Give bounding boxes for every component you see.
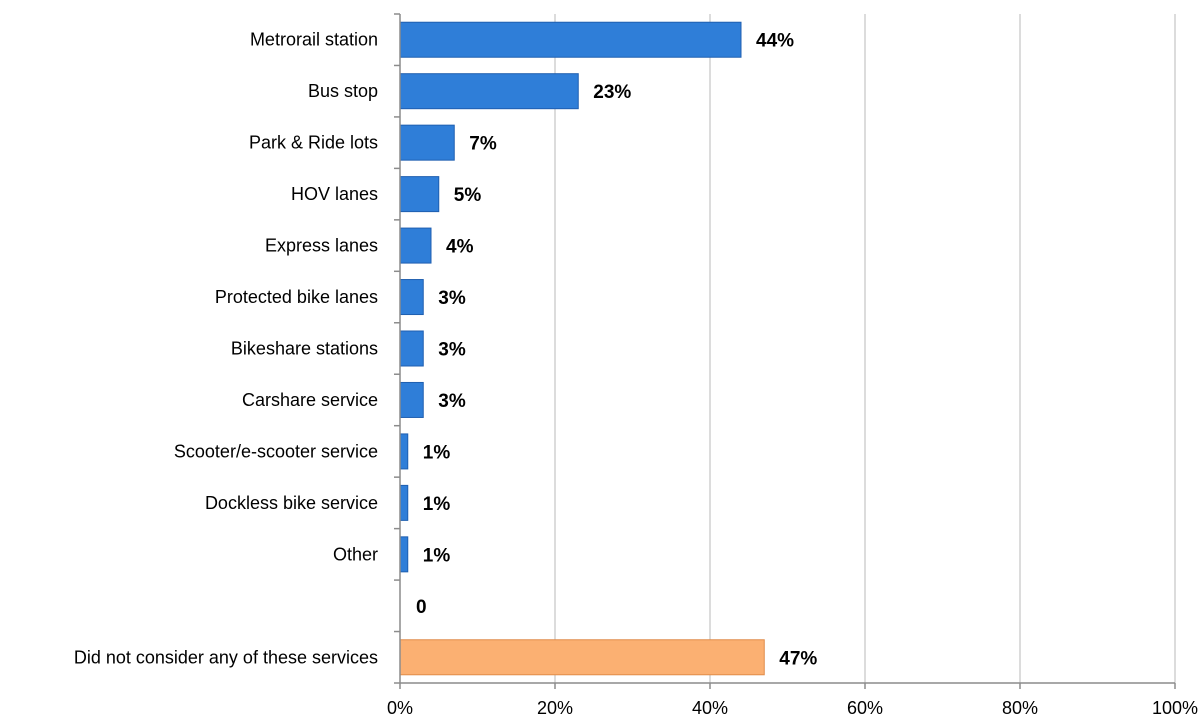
category-label: Metrorail station: [250, 30, 378, 50]
data-label: 3%: [438, 288, 466, 309]
bar: [399, 176, 440, 213]
bar: [399, 124, 455, 161]
x-tick-labels: 0% 20% 40% 60% 80% 100%: [387, 698, 1198, 718]
bar: [399, 21, 742, 58]
x-tick-label: 100%: [1152, 698, 1198, 718]
bar: [399, 484, 409, 521]
data-label: 1%: [423, 545, 451, 566]
x-tick-label: 20%: [537, 698, 573, 718]
category-labels: Metrorail station Bus stop Park & Ride lot…: [74, 30, 378, 668]
category-label: Other: [333, 544, 378, 564]
category-label: Dockless bike service: [205, 493, 378, 513]
category-label: Protected bike lanes: [215, 287, 378, 307]
data-label: 1%: [423, 494, 451, 515]
data-label: 47%: [779, 648, 817, 669]
bar: [399, 330, 424, 367]
category-label: HOV lanes: [291, 184, 378, 204]
x-tick-label: 0%: [387, 698, 413, 718]
data-label: 3%: [438, 391, 466, 412]
bar: [399, 279, 424, 316]
bar: [399, 536, 409, 573]
category-label: Scooter/e-scooter service: [174, 441, 378, 461]
category-label: Park & Ride lots: [249, 133, 378, 153]
bar: [399, 433, 409, 470]
gridlines: [554, 14, 1176, 683]
x-tick-label: 60%: [847, 698, 883, 718]
data-labels: 44% 23% 7% 5% 4% 3% 3% 3% 1% 1% 1% 0 47%: [416, 31, 817, 670]
x-tick-label: 40%: [692, 698, 728, 718]
data-label: 0: [416, 597, 427, 618]
category-label: Express lanes: [265, 236, 378, 256]
data-label: 3%: [438, 340, 466, 361]
data-label: 23%: [593, 82, 631, 103]
category-label: Did not consider any of these services: [74, 647, 378, 667]
x-tick-label: 80%: [1002, 698, 1038, 718]
bar: [399, 227, 432, 264]
data-label: 4%: [446, 237, 474, 258]
category-label: Bus stop: [308, 81, 378, 101]
category-label: Bikeshare stations: [231, 339, 378, 359]
data-label: 1%: [423, 442, 451, 463]
bar: [399, 381, 424, 418]
axes: [394, 13, 1176, 689]
bar: [399, 639, 765, 676]
bar: [399, 73, 579, 110]
data-label: 44%: [756, 31, 794, 52]
data-label: 7%: [469, 134, 497, 155]
data-label: 5%: [454, 185, 482, 206]
category-label: Carshare service: [242, 390, 378, 410]
